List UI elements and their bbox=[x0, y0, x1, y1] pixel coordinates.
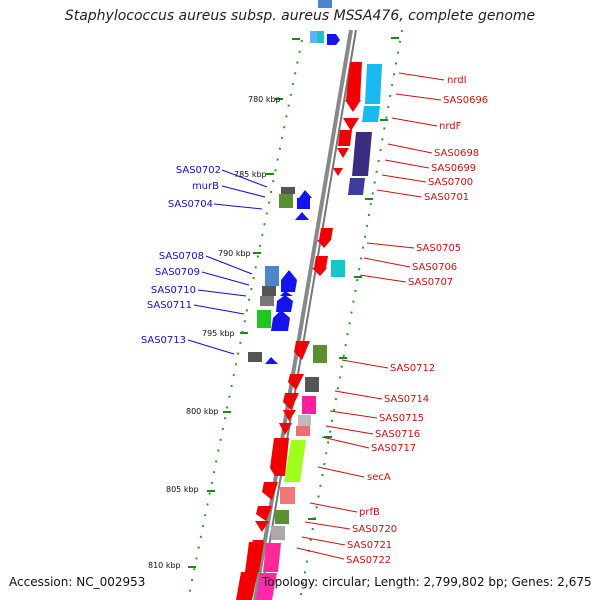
gene-label[interactable]: SAS0700 bbox=[428, 177, 473, 188]
gene-label[interactable]: SAS0709 bbox=[155, 267, 200, 278]
gene-label[interactable]: SAS0717 bbox=[371, 443, 416, 454]
gene-label[interactable]: SAS0716 bbox=[375, 429, 420, 440]
top-features bbox=[310, 0, 340, 45]
gene-label[interactable]: SAS0702 bbox=[176, 165, 221, 176]
gene-label[interactable]: SAS0721 bbox=[347, 540, 392, 551]
gene-label[interactable]: SAS0720 bbox=[352, 524, 397, 535]
gene-label[interactable]: murB bbox=[192, 181, 219, 192]
gene-label[interactable]: nrdF bbox=[439, 121, 462, 132]
accession-text: Accession: NC_002953 bbox=[9, 575, 146, 589]
gene-label[interactable]: SAS0708 bbox=[159, 251, 204, 262]
gene-label[interactable]: SAS0714 bbox=[384, 394, 429, 405]
minus-label-connectors bbox=[296, 72, 445, 560]
gene-label[interactable]: secA bbox=[367, 472, 391, 483]
ruler-label: 785 kbp bbox=[234, 170, 267, 179]
backbone-line-inner bbox=[259, 29, 357, 600]
gene-label[interactable]: prfB bbox=[359, 507, 380, 518]
gene-label[interactable]: SAS0711 bbox=[147, 300, 192, 311]
ruler-ticks bbox=[188, 37, 399, 568]
minus-gene-blocks bbox=[236, 62, 382, 600]
minus-dotted-ring bbox=[299, 29, 403, 600]
ruler-label: 800 kbp bbox=[186, 407, 219, 416]
gene-label[interactable]: SAS0701 bbox=[424, 192, 469, 203]
gene-label[interactable]: SAS0710 bbox=[151, 285, 196, 296]
gene-label[interactable]: SAS0704 bbox=[168, 199, 213, 210]
gene-label[interactable]: SAS0712 bbox=[390, 363, 435, 374]
gene-label[interactable]: SAS0696 bbox=[443, 95, 488, 106]
ruler-label: 810 kbp bbox=[148, 561, 181, 570]
ruler-label: 795 kbp bbox=[202, 329, 235, 338]
ruler-label: 790 kbp bbox=[218, 249, 251, 258]
gene-label[interactable]: SAS0698 bbox=[434, 148, 479, 159]
gene-label[interactable]: SAS0707 bbox=[408, 277, 453, 288]
backbone-line-outer bbox=[253, 29, 353, 600]
ruler-label: 805 kbp bbox=[166, 485, 199, 494]
map-title: Staphylococcus aureus subsp. aureus MSSA… bbox=[64, 8, 536, 24]
ruler-label: 780 kbp bbox=[248, 95, 281, 104]
gene-label[interactable]: SAS0706 bbox=[412, 262, 457, 273]
plus-gene-blocks bbox=[248, 187, 312, 364]
gene-label[interactable]: SAS0713 bbox=[141, 335, 186, 346]
topology-summary: Topology: circular; Length: 2,799,802 bp… bbox=[262, 575, 592, 589]
gene-label[interactable]: SAS0715 bbox=[379, 413, 424, 424]
gene-label[interactable]: SAS0722 bbox=[346, 555, 391, 566]
plus-label-connectors bbox=[187, 169, 268, 355]
gene-label[interactable]: SAS0705 bbox=[416, 243, 461, 254]
gene-label[interactable]: nrdI bbox=[447, 75, 467, 86]
gene-label[interactable]: SAS0699 bbox=[431, 163, 476, 174]
